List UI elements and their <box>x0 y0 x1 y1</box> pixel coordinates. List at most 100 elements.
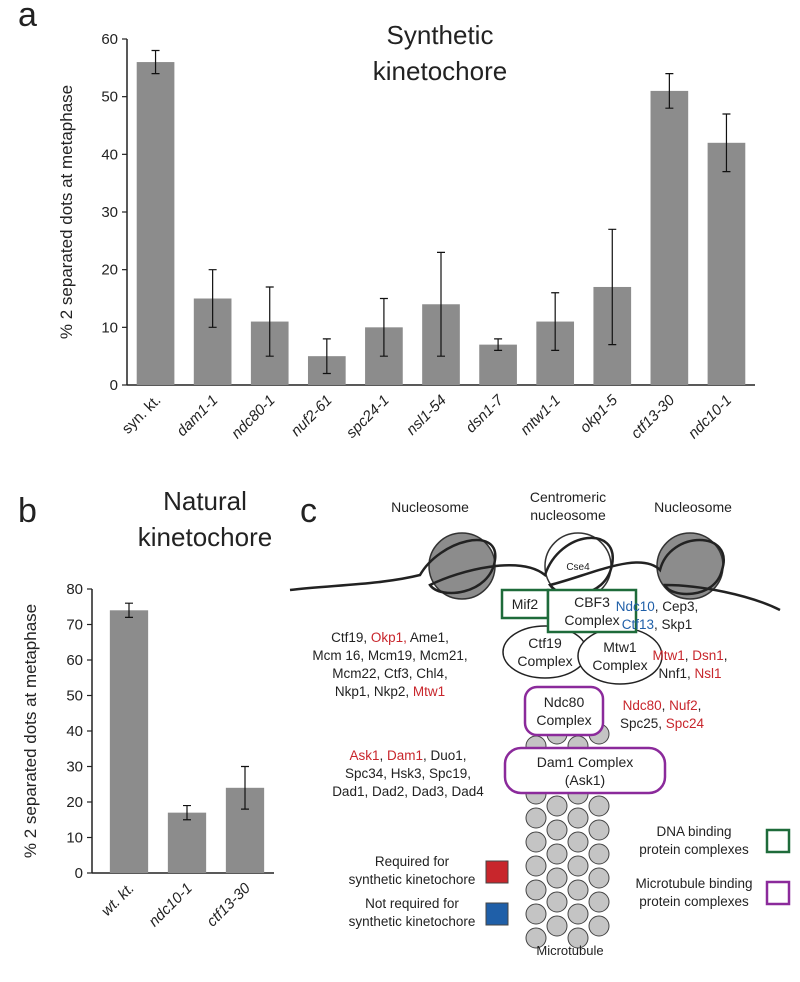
gene-line: Ctf19, Okp1, Ame1, <box>331 630 449 645</box>
gene-name: Ask1 <box>349 748 379 763</box>
legend-label: synthetic kinetochore <box>349 914 476 929</box>
gene-name: , Skp1 <box>654 617 692 632</box>
complex-label: Ndc80 <box>544 694 585 710</box>
gene-name: , Duo1, <box>423 748 467 763</box>
legend-swatch <box>765 880 791 906</box>
tubulin <box>588 795 610 817</box>
gene-name: Dad1, Dad2, Dad3, Dad4 <box>332 784 484 799</box>
legend-label: protein complexes <box>639 894 749 909</box>
legend-label: synthetic kinetochore <box>349 872 476 887</box>
dna-diagram <box>289 532 781 612</box>
complex-label: Dam1 Complex <box>537 754 633 770</box>
tubulin <box>546 795 568 817</box>
x-tick-label: okp1-5 <box>577 391 622 436</box>
bar <box>109 610 149 873</box>
ctf19-ellipse <box>502 625 588 679</box>
complex-label: Complex <box>536 712 591 728</box>
complex-label: Ctf19 <box>528 635 562 651</box>
tubulin <box>546 891 568 913</box>
x-tick-label: ctf13-30 <box>628 391 679 442</box>
x-tick-label: dsn1-7 <box>462 391 507 436</box>
gene-name: , Cep3, <box>655 599 699 614</box>
cbf3-box <box>546 588 638 634</box>
complex-label: (Ask1) <box>565 772 605 788</box>
y-axis-label: % 2 separated dots at metaphase <box>57 85 76 339</box>
panel-letter: a <box>18 0 37 34</box>
error-bar <box>241 765 249 810</box>
chart-title: kinetochore <box>138 522 272 552</box>
x-tick-label: mtw1-1 <box>517 392 564 439</box>
tubulin <box>588 915 610 937</box>
error-bar <box>494 338 503 351</box>
mtw1-ellipse <box>577 627 663 685</box>
gene-name: Spc24 <box>666 716 705 731</box>
bar <box>707 142 746 385</box>
tubulin <box>567 855 589 877</box>
ndc80-box <box>523 685 605 737</box>
gene-name: Mcm 16, Mcm19, Mcm21, <box>312 648 467 663</box>
gene-name: Ame1, <box>407 630 449 645</box>
y-tick-label: 60 <box>66 652 83 669</box>
gene-name: , <box>698 698 702 713</box>
gene-line: Dad1, Dad2, Dad3, Dad4 <box>332 784 484 799</box>
tubulin <box>567 807 589 829</box>
complex-label: Mtw1 <box>603 639 637 655</box>
y-tick-label: 10 <box>66 830 83 847</box>
header: nucleosome <box>530 507 606 523</box>
mif2-box <box>500 588 550 620</box>
legend-label: Microtubule binding <box>635 876 752 891</box>
error-bar <box>322 338 331 375</box>
dna <box>289 536 781 612</box>
tubulin <box>525 831 547 853</box>
y-tick-label: 30 <box>66 759 83 776</box>
gene-name: Nnf1, <box>658 666 694 681</box>
gene-name: Mcm22, Ctf3, Chl4, <box>332 666 448 681</box>
gene-line: Mcm22, Ctf3, Chl4, <box>332 666 448 681</box>
tubulin <box>525 855 547 877</box>
tubulin <box>546 915 568 937</box>
gene-name: Spc34, Hsk3, Spc19, <box>345 766 471 781</box>
complex-label: Complex <box>592 657 647 673</box>
gene-name: Mtw1 <box>652 648 684 663</box>
x-tick-label: syn. kt. <box>119 392 165 438</box>
gene-name: Dsn1 <box>692 648 724 663</box>
gene-line: Nnf1, Nsl1 <box>658 666 721 681</box>
y-tick-label: 20 <box>66 794 83 811</box>
microtubule-label: Microtubule <box>536 943 603 958</box>
bar <box>479 344 517 385</box>
y-axis-label: % 2 separated dots at metaphase <box>21 604 40 858</box>
gene-name: Ctf19, <box>331 630 371 645</box>
legend-label: DNA binding <box>656 824 731 839</box>
x-tick-label: ndc80-1 <box>228 392 278 442</box>
gene-name: Okp1, <box>371 630 407 645</box>
error-bar <box>125 602 133 618</box>
error-bar <box>265 286 274 357</box>
x-tick-label: ndc10-1 <box>685 392 735 442</box>
gene-line: Ask1, Dam1, Duo1, <box>349 748 466 763</box>
error-bar <box>208 269 217 328</box>
x-tick-label: nuf2-61 <box>288 392 336 440</box>
gene-line: Ctf13, Skp1 <box>622 617 693 632</box>
y-tick-label: 70 <box>66 617 83 634</box>
y-tick-label: 50 <box>66 688 83 705</box>
gene-line: Nkp1, Nkp2, Mtw1 <box>335 684 445 699</box>
tubulin <box>525 903 547 925</box>
x-tick-label: nsl1-54 <box>403 392 450 439</box>
legend-swatch <box>765 828 791 854</box>
gene-name: , <box>379 748 387 763</box>
complex-label: CBF3 <box>574 594 610 610</box>
error-bar <box>379 297 388 357</box>
panel-letter: b <box>18 492 37 530</box>
tubulin <box>525 807 547 829</box>
legend-swatch <box>485 902 509 926</box>
header: Nucleosome <box>654 499 732 515</box>
tubulin <box>567 927 589 949</box>
gene-line: Mtw1, Dsn1, <box>652 648 727 663</box>
gene-line: Ndc10, Cep3, <box>616 599 699 614</box>
gene-line: Mcm 16, Mcm19, Mcm21, <box>312 648 467 663</box>
panel-letter: c <box>300 492 317 530</box>
x-tick-label: dam1-1 <box>173 392 221 440</box>
error-bar <box>722 113 731 173</box>
